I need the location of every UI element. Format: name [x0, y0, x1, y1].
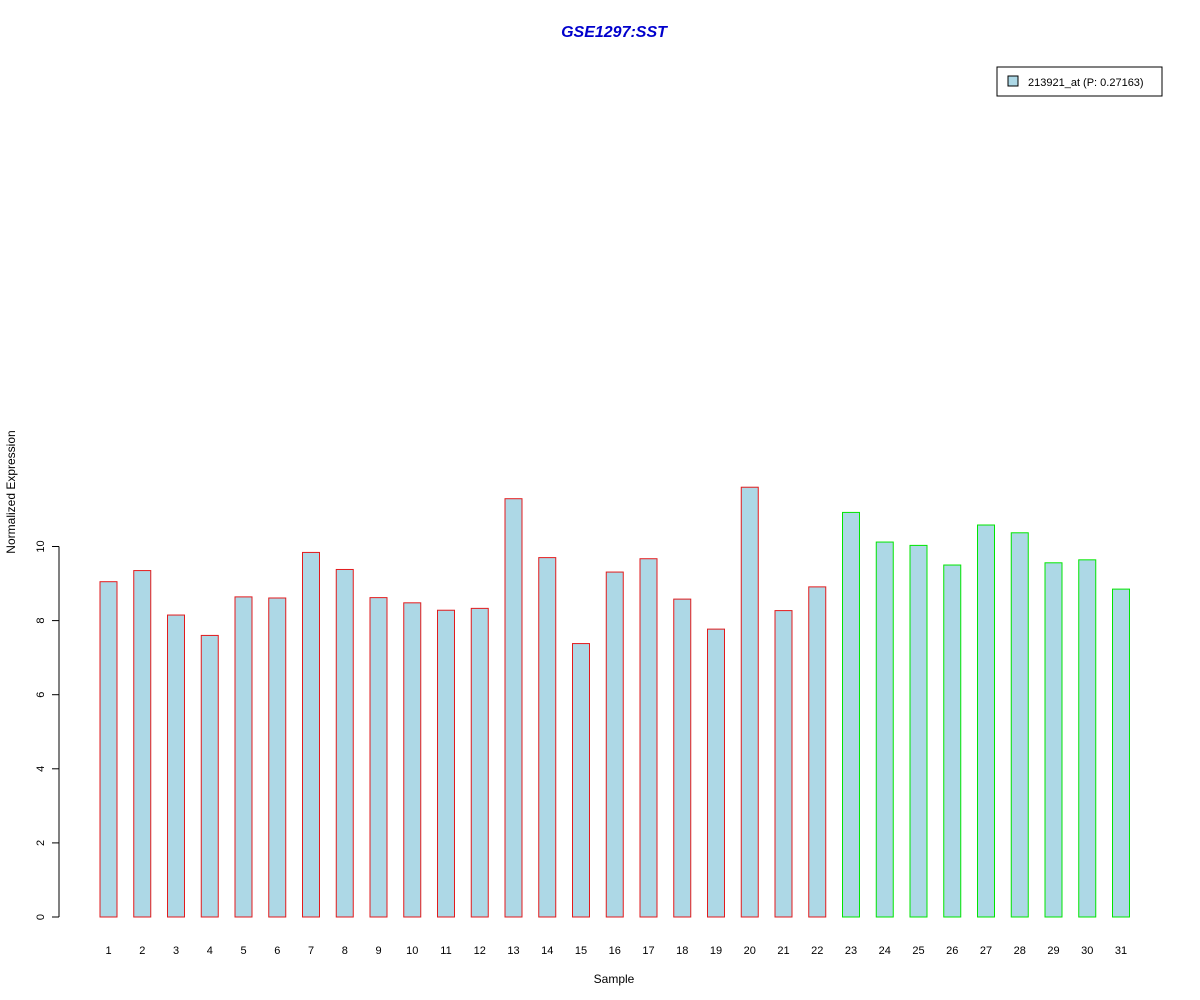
- y-tick-label: 10: [35, 540, 47, 552]
- x-tick-label: 6: [274, 945, 280, 957]
- x-tick-label: 13: [507, 945, 519, 957]
- bar-30: [1078, 559, 1097, 918]
- x-tick-label: 4: [207, 945, 213, 957]
- x-tick-label: 25: [912, 945, 924, 957]
- x-tick-label: 3: [173, 945, 179, 957]
- x-tick-label: 31: [1115, 945, 1127, 957]
- y-tick-label: 2: [35, 840, 47, 846]
- bar-15: [572, 643, 590, 918]
- x-tick-label: 12: [474, 945, 486, 957]
- x-tick-label: 16: [609, 945, 621, 957]
- bar-18: [673, 598, 692, 918]
- x-tick-label: 18: [676, 945, 688, 957]
- bar-2: [133, 570, 152, 918]
- bar-28: [1010, 532, 1029, 918]
- bar-29: [1044, 562, 1063, 918]
- x-tick-label: 8: [342, 945, 348, 957]
- x-tick-label: 20: [744, 945, 756, 957]
- bar-25: [909, 544, 928, 918]
- legend: 213921_at (P: 0.27163): [996, 66, 1163, 97]
- bar-8: [335, 568, 354, 918]
- y-tick-label: 6: [35, 692, 47, 698]
- x-tick-label: 17: [642, 945, 654, 957]
- bar-27: [977, 524, 995, 918]
- y-axis: 0 2 4 6 8 10: [35, 540, 60, 920]
- y-tick-label: 8: [35, 618, 47, 624]
- bar-24: [875, 541, 894, 918]
- x-tick-label: 9: [375, 945, 381, 957]
- bar-21: [774, 610, 793, 918]
- bar-22: [808, 586, 827, 918]
- bar-16: [605, 571, 624, 918]
- bar-19: [707, 628, 725, 918]
- bar-6: [268, 597, 287, 918]
- x-tick-label: 7: [308, 945, 314, 957]
- x-tick-label: 29: [1047, 945, 1059, 957]
- bar-1: [99, 581, 118, 918]
- bar-7: [302, 551, 320, 918]
- y-tick-label: 0: [35, 914, 47, 920]
- bar-10: [403, 602, 422, 918]
- bar-23: [842, 511, 860, 918]
- bar-17: [639, 558, 658, 918]
- bars: [99, 486, 1130, 918]
- x-tick-label: 26: [946, 945, 958, 957]
- bar-26: [943, 564, 962, 918]
- x-tick-label: 19: [710, 945, 722, 957]
- x-tick-label: 24: [879, 945, 891, 957]
- y-tick-label: 4: [35, 766, 47, 772]
- bar-9: [369, 597, 388, 918]
- x-tick-label: 30: [1081, 945, 1093, 957]
- x-tick-label: 22: [811, 945, 823, 957]
- chart-title: GSE1297:SST: [561, 24, 668, 41]
- bar-4: [200, 634, 219, 918]
- x-tick-label: 28: [1014, 945, 1026, 957]
- x-tick-label: 11: [440, 945, 451, 957]
- bar-12: [470, 607, 489, 918]
- x-tick-label: 10: [406, 945, 418, 957]
- bar-20: [740, 486, 759, 918]
- legend-swatch: [1007, 75, 1019, 87]
- x-tick-label: 27: [980, 945, 992, 957]
- x-tick-label: 23: [845, 945, 857, 957]
- y-axis-label: Normalized Expression: [4, 430, 18, 553]
- bar-14: [538, 557, 557, 918]
- x-tick-label: 5: [240, 945, 246, 957]
- x-tick-label: 14: [541, 945, 553, 957]
- x-tick-labels: 1 2 3 4 5 6 7 8 9 10 11 12 13 14 15 16 17 18 19 20 21 22 23 24 2…: [105, 945, 1127, 957]
- x-tick-label: 21: [777, 945, 789, 957]
- bar-3: [167, 614, 185, 918]
- bar-31: [1112, 588, 1130, 918]
- x-tick-label: 2: [139, 945, 145, 957]
- x-axis-label: Sample: [594, 972, 635, 986]
- legend-label: 213921_at (P: 0.27163): [1028, 77, 1144, 89]
- bar-5: [234, 596, 253, 918]
- bar-11: [437, 609, 455, 918]
- x-tick-label: 15: [575, 945, 587, 957]
- legend-box: [996, 66, 1163, 97]
- bar-13: [504, 498, 523, 918]
- x-tick-label: 1: [105, 945, 111, 957]
